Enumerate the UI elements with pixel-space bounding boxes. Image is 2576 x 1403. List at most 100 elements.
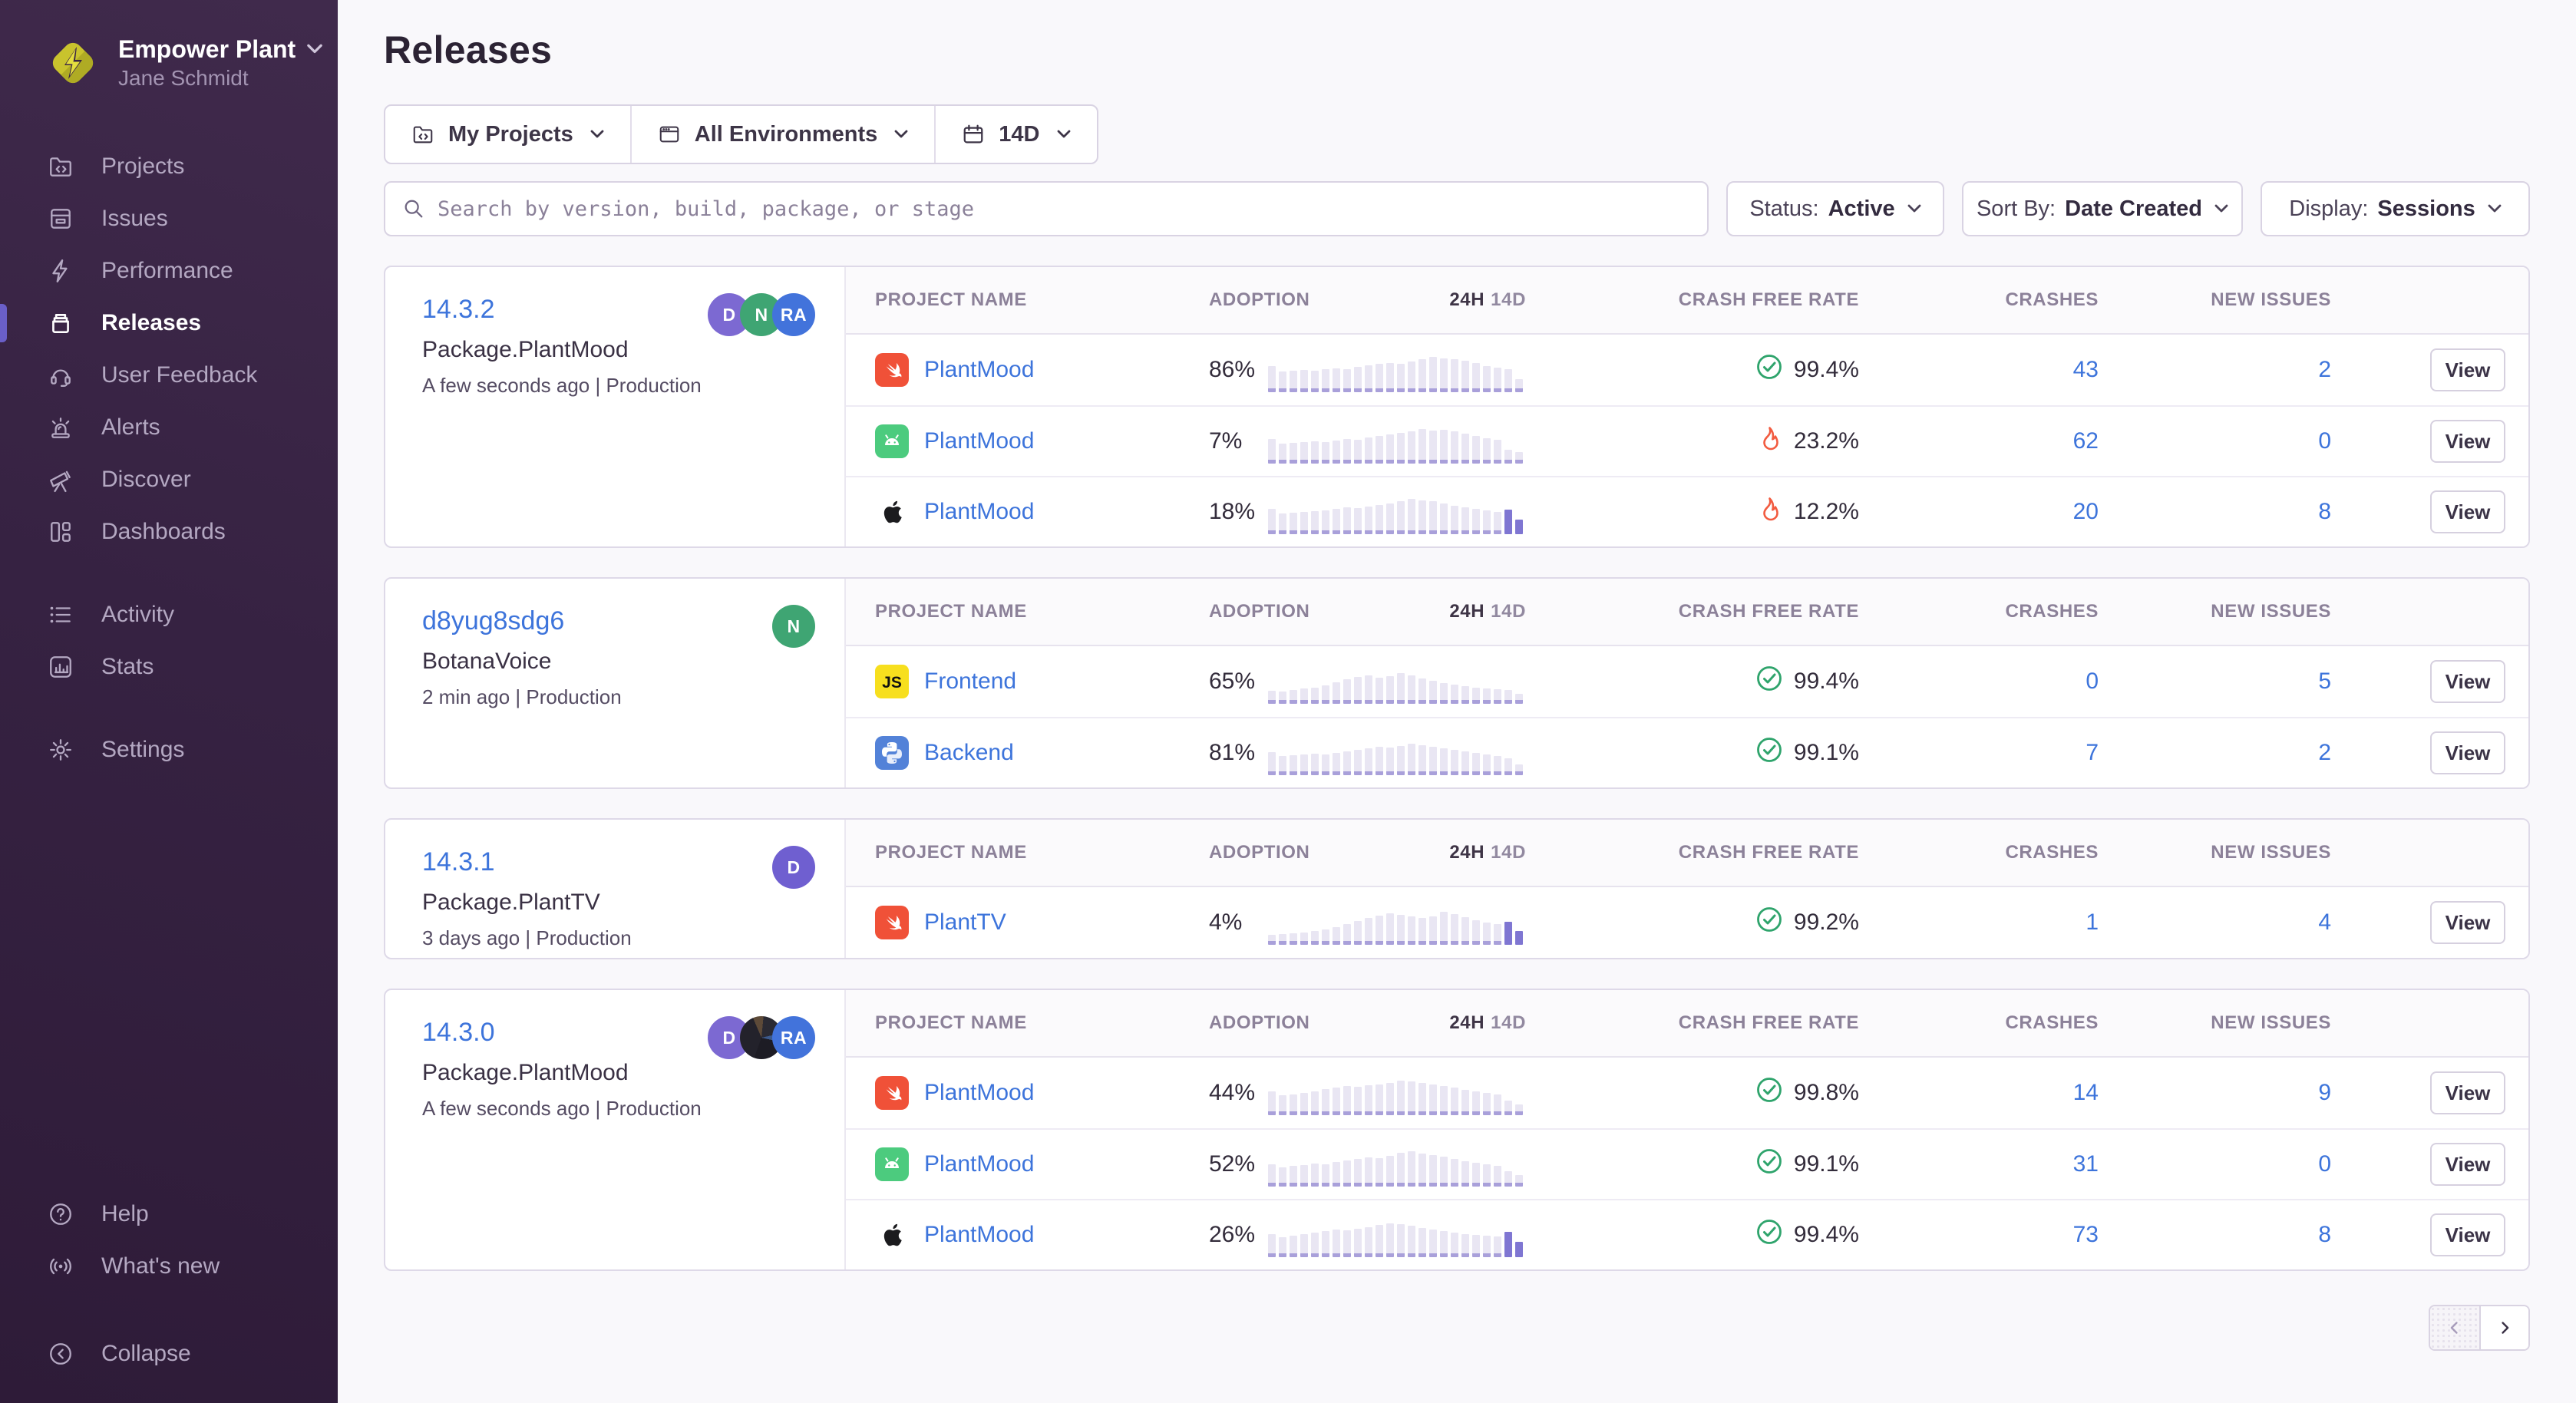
project-link[interactable]: PlantMood — [924, 428, 1035, 454]
new-issues-link[interactable]: 4 — [2318, 909, 2331, 935]
sidebar-item-projects[interactable]: Projects — [0, 140, 338, 193]
avatar[interactable]: RA — [772, 293, 815, 336]
sessions-sparkline — [1268, 900, 1537, 945]
avatar[interactable]: N — [772, 605, 815, 648]
column-header-crash-free-rate: CRASH FREE RATE — [1678, 289, 1859, 310]
toggle-14d[interactable]: 14D — [1491, 289, 1526, 310]
release-package: Package.PlantMood — [422, 1060, 629, 1085]
view-button[interactable]: View — [2430, 731, 2505, 774]
toggle-14d[interactable]: 14D — [1491, 1012, 1526, 1033]
display-dropdown[interactable]: Display: Sessions — [2261, 181, 2530, 236]
new-issues-link[interactable]: 2 — [2318, 357, 2331, 382]
status-dropdown[interactable]: Status: Active — [1726, 181, 1944, 236]
chevron-down-icon — [1907, 204, 1921, 213]
sort-dropdown[interactable]: Sort By: Date Created — [1962, 181, 2243, 236]
toggle-24h[interactable]: 24H — [1449, 289, 1485, 310]
main-content: Releases My Projects All Environments 14… — [338, 0, 2576, 1403]
view-button[interactable]: View — [2430, 1143, 2505, 1186]
toggle-24h[interactable]: 24H — [1449, 1012, 1485, 1033]
release-version-link[interactable]: d8yug8sdg6 — [422, 606, 565, 635]
column-header-adoption: ADOPTION — [1209, 842, 1310, 863]
crash-free-rate: 99.1% — [1537, 736, 1905, 770]
crashes-link[interactable]: 7 — [2086, 740, 2099, 765]
javascript-icon: JS — [875, 665, 909, 698]
environments-filter[interactable]: All Environments — [629, 106, 935, 163]
sidebar-item-settings[interactable]: Settings — [0, 724, 338, 776]
crashes-link[interactable]: 43 — [2072, 357, 2099, 382]
sidebar-item-alerts[interactable]: Alerts — [0, 401, 338, 454]
release-meta: A few seconds ago | Production — [422, 1097, 702, 1120]
projects-icon — [50, 157, 71, 177]
release-version-link[interactable]: 14.3.1 — [422, 847, 495, 876]
toggle-24h[interactable]: 24H — [1449, 842, 1485, 863]
sidebar-item-dashboards[interactable]: Dashboards — [0, 506, 338, 558]
view-button[interactable]: View — [2430, 660, 2505, 703]
crashes-link[interactable]: 0 — [2086, 668, 2099, 694]
new-issues-link[interactable]: 2 — [2318, 740, 2331, 765]
sidebar-item-releases[interactable]: Releases — [0, 297, 338, 349]
project-link[interactable]: Frontend — [924, 668, 1017, 694]
crash-free-rate: 23.2% — [1537, 424, 1905, 458]
sidebar-item-stats[interactable]: Stats — [0, 641, 338, 693]
release-version-link[interactable]: 14.3.0 — [422, 1018, 495, 1047]
new-issues-link[interactable]: 5 — [2318, 668, 2331, 694]
sidebar-item-user-feedback[interactable]: User Feedback — [0, 349, 338, 401]
org-switcher[interactable]: Empower Plant Jane Schmidt — [0, 34, 338, 91]
issues-icon — [51, 209, 71, 229]
search-input[interactable] — [438, 196, 1690, 221]
release-info: 14.3.1 Package.PlantTV 3 days ago | Prod… — [385, 820, 846, 958]
sidebar-item-whats-new[interactable]: What's new — [0, 1240, 338, 1292]
sidebar-item-collapse[interactable]: Collapse — [0, 1328, 338, 1380]
next-page-button[interactable] — [2479, 1306, 2528, 1349]
adoption-value: 18% — [1209, 499, 1256, 524]
project-link[interactable]: PlantMood — [924, 1222, 1035, 1247]
org-name: Empower Plant — [118, 35, 296, 63]
sidebar-item-issues[interactable]: Issues — [0, 193, 338, 245]
telescope-icon — [50, 470, 71, 493]
sidebar-item-performance[interactable]: Performance — [0, 245, 338, 297]
crashes-link[interactable]: 20 — [2072, 499, 2099, 524]
project-link[interactable]: Backend — [924, 740, 1014, 765]
view-button[interactable]: View — [2430, 348, 2505, 391]
check-circle-icon — [1756, 907, 1782, 932]
new-issues-link[interactable]: 9 — [2318, 1080, 2331, 1105]
avatar[interactable]: RA — [772, 1016, 815, 1059]
project-link[interactable]: PlantMood — [924, 1151, 1035, 1177]
column-header-timerange: 24H 14D — [1268, 1012, 1537, 1034]
new-issues-link[interactable]: 0 — [2318, 428, 2331, 454]
chevron-down-icon — [1057, 130, 1070, 138]
toggle-24h[interactable]: 24H — [1449, 601, 1485, 622]
project-link[interactable]: PlantMood — [924, 357, 1035, 382]
project-link[interactable]: PlantMood — [924, 1080, 1035, 1105]
date-range-filter[interactable]: 14D — [934, 106, 1096, 163]
health-icon — [1755, 665, 1783, 698]
project-link[interactable]: PlantTV — [924, 909, 1006, 935]
sidebar-item-help[interactable]: Help — [0, 1188, 338, 1240]
toggle-14d[interactable]: 14D — [1491, 842, 1526, 863]
crashes-link[interactable]: 31 — [2072, 1151, 2099, 1177]
projects-filter[interactable]: My Projects — [385, 106, 630, 163]
crashes-link[interactable]: 1 — [2086, 909, 2099, 935]
column-header-timerange: 24H 14D — [1268, 289, 1537, 311]
sidebar-item-discover[interactable]: Discover — [0, 454, 338, 506]
new-issues-link[interactable]: 8 — [2318, 499, 2331, 524]
crashes-link[interactable]: 14 — [2072, 1080, 2099, 1105]
view-button[interactable]: View — [2430, 901, 2505, 944]
toggle-14d[interactable]: 14D — [1491, 601, 1526, 622]
view-button[interactable]: View — [2430, 1213, 2505, 1256]
avatar[interactable]: D — [772, 846, 815, 889]
crashes-link[interactable]: 73 — [2072, 1222, 2099, 1247]
release-version-link[interactable]: 14.3.2 — [422, 295, 495, 324]
project-row: Backend 81% 99.1% 7 2 View — [846, 717, 2528, 787]
view-button[interactable]: View — [2430, 420, 2505, 463]
project-link[interactable]: PlantMood — [924, 499, 1035, 524]
view-button[interactable]: View — [2430, 490, 2505, 533]
column-header-project: PROJECT NAME — [875, 601, 1027, 622]
new-issues-link[interactable]: 0 — [2318, 1151, 2331, 1177]
release-card: 14.3.1 Package.PlantTV 3 days ago | Prod… — [384, 818, 2530, 959]
new-issues-link[interactable]: 8 — [2318, 1222, 2331, 1247]
view-button[interactable]: View — [2430, 1071, 2505, 1114]
sidebar-item-activity[interactable]: Activity — [0, 589, 338, 641]
apple-icon — [875, 495, 909, 529]
crashes-link[interactable]: 62 — [2072, 428, 2099, 454]
